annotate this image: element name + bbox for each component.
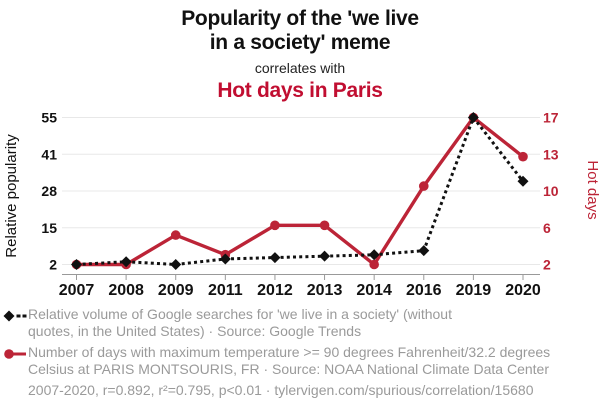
- right-axis-tick-label: 10: [543, 183, 559, 199]
- right-axis-title: Hot days: [584, 160, 600, 219]
- left-axis-tick-label: 41: [41, 146, 57, 162]
- right-axis-tick-label: 13: [543, 146, 559, 162]
- data-point-circle: [170, 230, 181, 240]
- series-line-circle: [76, 115, 525, 268]
- x-axis-year-label: 2016: [406, 282, 442, 299]
- data-point-diamond: [517, 175, 529, 187]
- left-axis-tick-label: 28: [41, 183, 57, 199]
- data-point-diamond: [269, 252, 281, 264]
- x-axis-year-label: 2013: [307, 282, 343, 299]
- x-axis-year-label: 2009: [158, 282, 194, 299]
- data-point-diamond: [467, 112, 479, 123]
- legend: Relative volume of Google searches for '…: [3, 306, 597, 399]
- chart-subtitle: Hot days in Paris: [217, 79, 383, 102]
- x-axis-year-label: 2008: [108, 282, 144, 299]
- data-point-diamond: [120, 256, 132, 268]
- page-title-line-1: Popularity of the 'we live: [181, 7, 419, 30]
- data-point-circle: [270, 220, 280, 231]
- data-point-diamond: [170, 259, 182, 270]
- x-axis-year-label: 2019: [456, 282, 492, 299]
- legend-item-hotdays-series: Number of days with maximum temperature …: [3, 344, 597, 378]
- x-axis-year-label: 2014: [356, 282, 392, 299]
- legend-meme-label-line-1: Relative volume of Google searches for '…: [28, 306, 452, 322]
- legend-meme-label-line-2: quotes, in the United States) · Source: …: [28, 323, 362, 339]
- x-axis-year-label: 2011: [208, 282, 243, 299]
- correlates-with-text: correlates with: [254, 60, 346, 76]
- data-point-diamond: [219, 253, 231, 265]
- data-point-circle: [418, 181, 429, 191]
- data-point-diamond: [319, 250, 331, 262]
- left-axis-tick-label: 55: [41, 110, 57, 126]
- data-point-circle: [518, 151, 528, 162]
- data-point-diamond: [418, 245, 430, 257]
- x-axis-year-label: 2020: [505, 282, 541, 299]
- x-axis-year-label: 2007: [59, 282, 95, 299]
- legend-hotdays-label-line-2: Celsius at PARIS MONTSOURIS, FR · Source…: [28, 361, 550, 377]
- left-axis-title: Relative popularity: [3, 134, 20, 258]
- data-point-circle: [319, 220, 330, 231]
- legend-item-meme-series: Relative volume of Google searches for '…: [3, 306, 597, 340]
- right-axis-tick-label: 2: [543, 257, 551, 273]
- right-axis-tick-label: 6: [543, 220, 551, 236]
- correlation-stats-footnote: 2007-2020, r=0.892, r²=0.795, p<0.01 · t…: [28, 382, 534, 398]
- right-axis-tick-label: 17: [543, 110, 559, 126]
- x-axis-year-label: 2012: [257, 282, 293, 299]
- legend-hotdays-label: Number of days with maximum temperature …: [28, 344, 597, 378]
- left-axis-tick-label: 2: [49, 257, 57, 273]
- red-circle-line-marker-icon: [3, 344, 28, 364]
- black-diamond-dashed-marker-icon: [3, 306, 28, 326]
- data-point-circle: [369, 259, 379, 270]
- page-title-line-2: in a society' meme: [209, 31, 391, 54]
- left-axis-tick-label: 15: [41, 220, 57, 236]
- data-point-diamond: [368, 249, 380, 261]
- data-point-diamond: [71, 259, 82, 270]
- legend-hotdays-label-line-1: Number of days with maximum temperature …: [28, 344, 551, 360]
- page-title: Popularity of the 'we live in a society'…: [0, 7, 600, 55]
- legend-meme-label: Relative volume of Google searches for '…: [28, 306, 597, 340]
- series-line-diamond: [76, 114, 525, 267]
